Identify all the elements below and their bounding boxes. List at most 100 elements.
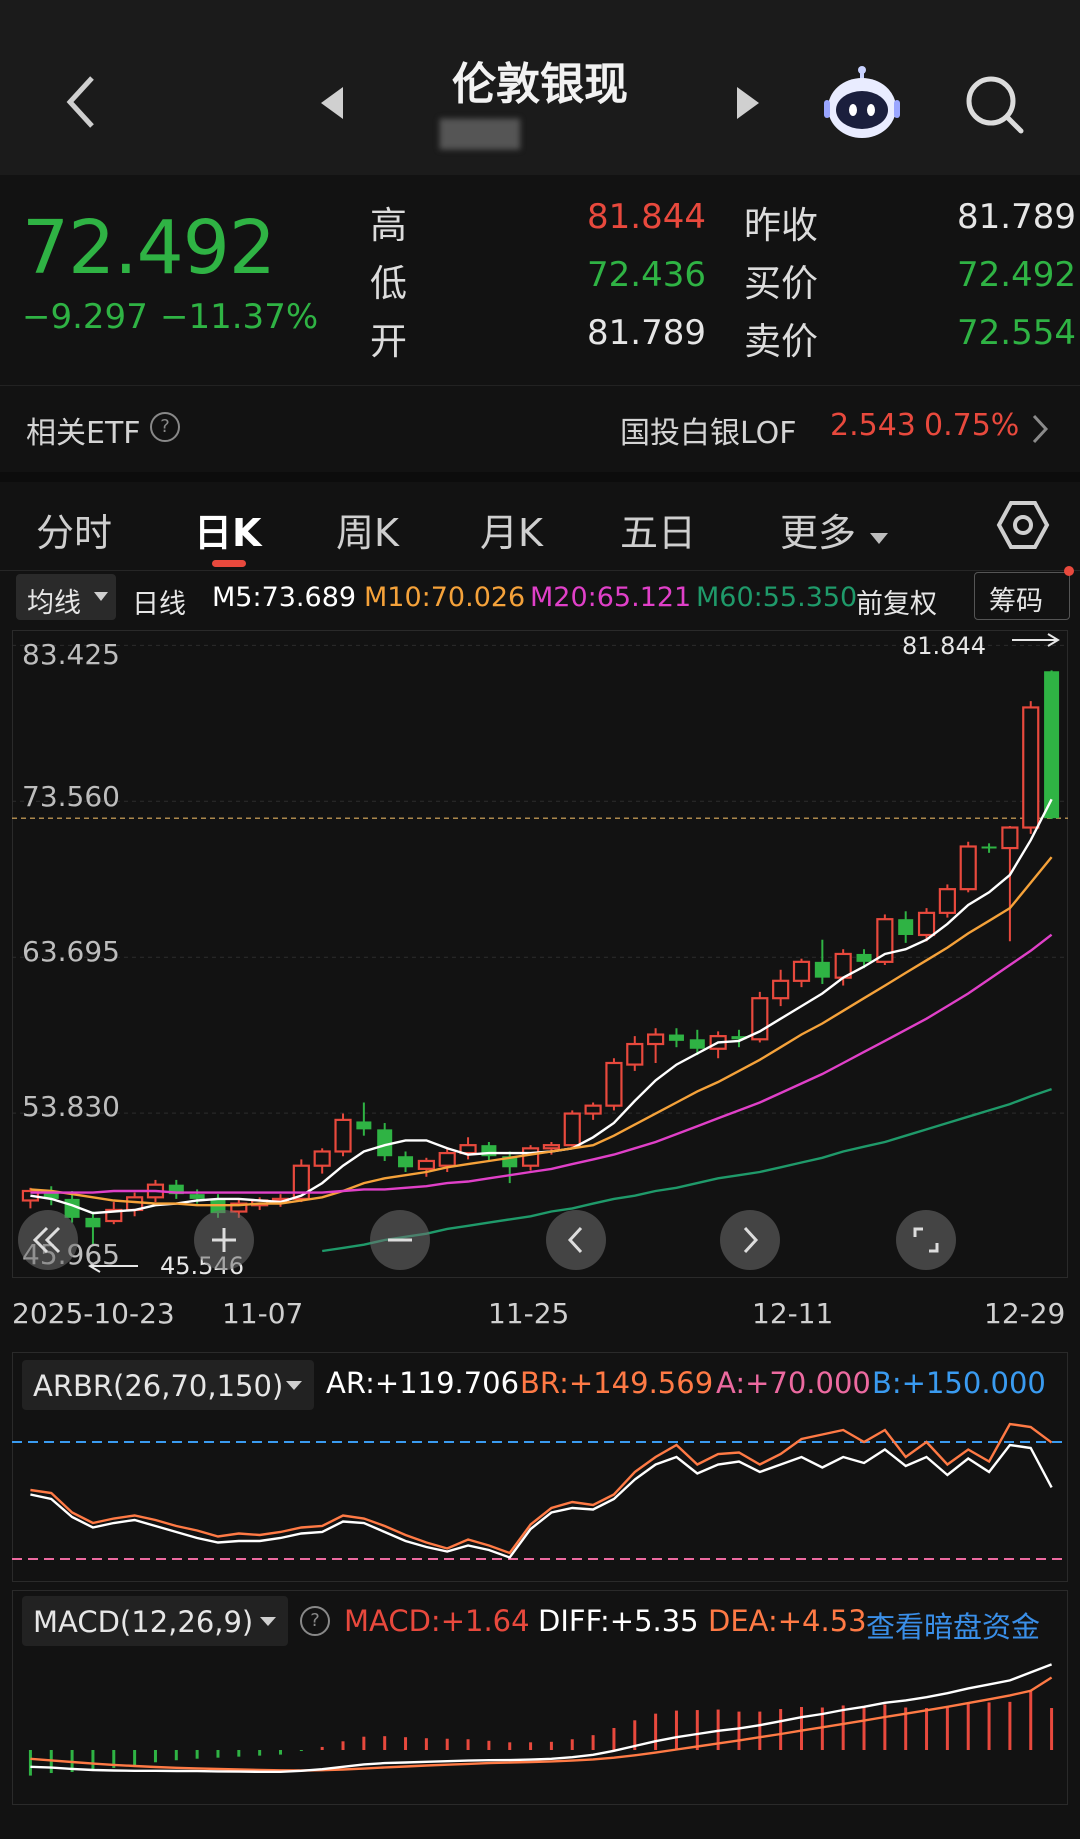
help-icon[interactable]: ?: [300, 1606, 330, 1636]
candle-body: [438, 1151, 456, 1167]
candle-body: [981, 846, 997, 849]
candle-body: [563, 1112, 581, 1147]
tab-weekly-k[interactable]: 周K: [336, 511, 399, 555]
hexagon-settings-icon: [996, 501, 1050, 549]
ma-selector[interactable]: 均线: [16, 574, 116, 620]
chevron-left-icon: [567, 1226, 583, 1254]
zoom-out-button[interactable]: [370, 1210, 430, 1270]
chart-frame: [12, 1352, 1068, 1582]
period-tabs: 分时 日K 周K 月K 五日 更多: [0, 472, 1080, 571]
chevron-right-icon: [743, 1226, 759, 1254]
ma5-value: M5:73.689: [212, 582, 357, 613]
candle-body: [856, 953, 872, 962]
scroll-far-left-button[interactable]: [18, 1210, 78, 1270]
candle-body: [959, 845, 977, 891]
dark-pool-link[interactable]: 查看暗盘资金: [866, 1610, 1041, 1644]
stat-label-ask: 卖价: [744, 320, 818, 363]
prev-stock-button[interactable]: [312, 78, 352, 128]
scroll-left-button[interactable]: [546, 1210, 606, 1270]
caret-down-icon: [870, 533, 889, 544]
y-axis-label: 83.425: [22, 638, 120, 671]
search-icon: [966, 76, 1024, 134]
candle-body: [377, 1129, 393, 1157]
scroll-right-button[interactable]: [720, 1210, 780, 1270]
candle-body: [876, 918, 894, 963]
candle-body: [731, 1036, 747, 1040]
caret-down-icon: [260, 1617, 276, 1626]
candle-body: [230, 1202, 248, 1213]
diff-value: DIFF:+5.35: [538, 1604, 699, 1638]
stat-value-ask: 72.554: [957, 313, 1076, 353]
macd-selector[interactable]: MACD(12,26,9): [22, 1596, 288, 1646]
candle-body: [647, 1033, 665, 1046]
candle-body: [398, 1156, 414, 1168]
candle-body: [605, 1061, 623, 1107]
fullscreen-button[interactable]: [896, 1210, 956, 1270]
br-line: [30, 1422, 1053, 1555]
ma-line-m5: [30, 798, 1053, 1215]
robot-icon: [824, 66, 900, 138]
next-stock-button[interactable]: [728, 78, 768, 128]
dea-value: DEA:+4.53: [708, 1604, 867, 1638]
minus-icon: [388, 1238, 412, 1242]
candlestick-chart[interactable]: [12, 630, 1068, 1278]
arbr-label: ARBR(26,70,150): [33, 1369, 284, 1403]
chart-frame: [12, 1590, 1068, 1805]
chips-button[interactable]: 筹码: [974, 572, 1070, 620]
price-change: −9.297: [22, 297, 148, 337]
candle-body: [626, 1042, 644, 1066]
active-tab-indicator: [212, 560, 246, 567]
tab-more-label: 更多: [780, 511, 857, 555]
tab-five-day[interactable]: 五日: [620, 511, 697, 555]
zoom-in-button[interactable]: [194, 1210, 254, 1270]
triangle-right-icon: [737, 87, 759, 119]
tab-more[interactable]: 更多: [780, 502, 890, 557]
candle-body: [43, 1190, 59, 1199]
stat-label-prev-close: 昨收: [744, 204, 818, 247]
y-axis-label: 63.695: [22, 935, 120, 968]
period-label: 日线: [132, 589, 186, 620]
fullscreen-icon: [913, 1227, 939, 1253]
candle-body: [481, 1145, 497, 1157]
settings-button[interactable]: [996, 498, 1050, 556]
stat-value-bid: 72.492: [957, 255, 1076, 295]
candle-body: [689, 1039, 705, 1049]
ar-value: AR:+119.706: [326, 1366, 520, 1400]
candle-body: [168, 1184, 184, 1195]
help-icon[interactable]: ?: [150, 412, 180, 442]
candle-body: [105, 1208, 123, 1223]
stat-label-bid: 买价: [744, 262, 818, 305]
tab-intraday[interactable]: 分时: [36, 511, 113, 555]
ma-line-m60: [322, 1087, 1052, 1253]
macd-chart: [12, 1590, 1068, 1805]
related-etf-row[interactable]: 相关ETF ? 国投白银LOF 2.543 0.75%: [0, 385, 1080, 472]
back-button[interactable]: [52, 62, 112, 142]
chevron-right-icon: [1032, 414, 1049, 444]
adjust-mode[interactable]: 前复权: [856, 589, 937, 620]
stat-value-low: 72.436: [587, 255, 706, 295]
diff-line: [30, 1663, 1053, 1773]
x-axis-label: 11-25: [488, 1297, 570, 1330]
high-marker-arrowhead: [1047, 633, 1060, 647]
stat-label-open: 开: [370, 320, 407, 363]
tab-monthly-k[interactable]: 月K: [480, 511, 543, 555]
caret-down-icon: [94, 592, 108, 601]
candle-body: [502, 1156, 518, 1168]
candle-body: [356, 1121, 372, 1130]
candle-body: [938, 888, 956, 914]
arbr-selector[interactable]: ARBR(26,70,150): [22, 1360, 314, 1410]
stat-value-open: 81.789: [587, 313, 706, 353]
candle-body: [898, 919, 914, 935]
etf-name: 国投白银LOF: [620, 416, 797, 451]
candle-body: [792, 960, 811, 982]
low-marker-arrowhead: [88, 1259, 101, 1273]
candle-body: [459, 1144, 477, 1155]
stat-value-high: 81.844: [587, 197, 706, 237]
search-button[interactable]: [960, 70, 1030, 140]
tab-daily-k[interactable]: 日K: [194, 511, 262, 555]
etf-pct: 0.75%: [924, 408, 1020, 443]
stat-value-prev-close: 81.789: [957, 197, 1076, 237]
candle-body: [917, 911, 936, 937]
assistant-button[interactable]: [820, 62, 904, 146]
arbr-chart: [12, 1352, 1068, 1582]
